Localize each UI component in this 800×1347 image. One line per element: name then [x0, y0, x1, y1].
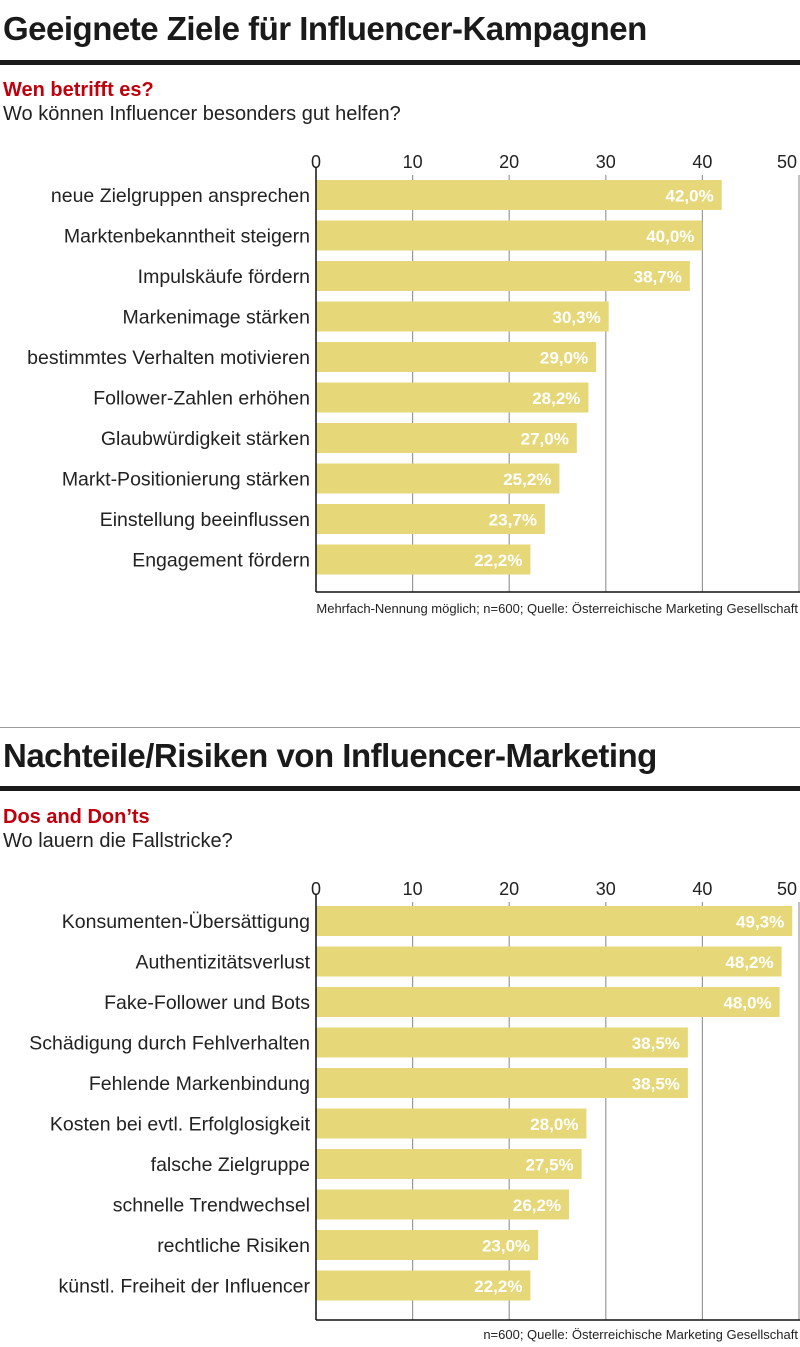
bar-value-label: 38,5% — [632, 1034, 680, 1053]
category-label: rechtliche Risiken — [157, 1235, 310, 1257]
bar-value-label: 22,2% — [474, 551, 522, 570]
bar-value-label: 26,2% — [513, 1196, 561, 1215]
tick-label: 10 — [403, 879, 423, 899]
tick-label: 40 — [692, 152, 712, 172]
category-label: Konsumenten-Übersättigung — [62, 911, 310, 933]
tick-label: 20 — [499, 879, 519, 899]
bar-value-label: 38,5% — [632, 1075, 680, 1094]
category-label: bestimmtes Verhalten motivieren — [27, 347, 310, 369]
chart2-title: Nachteile/Risiken von Influencer-Marketi… — [3, 737, 657, 774]
title-rule — [0, 60, 800, 65]
bar-value-label: 28,2% — [532, 389, 580, 408]
bar-value-label: 28,0% — [530, 1115, 578, 1134]
bar-value-label: 40,0% — [646, 227, 694, 246]
tick-label: 0 — [311, 152, 321, 172]
category-label: Fake-Follower und Bots — [104, 992, 310, 1014]
category-label: neue Zielgruppen ansprechen — [51, 185, 310, 207]
bar — [316, 261, 690, 291]
bar — [316, 1149, 582, 1179]
category-label: Fehlende Markenbindung — [89, 1073, 310, 1095]
bar — [316, 220, 703, 251]
bar — [316, 1068, 688, 1098]
chart2-note: n=600; Quelle: Österreichische Marketing… — [483, 1327, 798, 1342]
tick-label: 0 — [311, 879, 321, 899]
bar — [316, 1108, 587, 1139]
chart1-note: Mehrfach-Nennung möglich; n=600; Quelle:… — [316, 601, 798, 616]
tick-label: 50 — [777, 879, 797, 899]
bar — [316, 1189, 570, 1220]
tick-label: 30 — [596, 879, 616, 899]
bar — [316, 906, 793, 936]
chart2-question: Wo lauern die Fallstricke? — [3, 830, 233, 852]
bar — [316, 1270, 531, 1301]
category-label: Authentizitätsverlust — [135, 952, 310, 974]
chart1-title: Geeignete Ziele für Influencer-Kampagnen — [3, 10, 647, 47]
bar-value-label: 27,0% — [521, 430, 569, 449]
category-label: falsche Zielgruppe — [151, 1154, 310, 1176]
category-label: Glaubwürdigkeit stärken — [101, 428, 310, 450]
category-label: künstl. Freiheit der Influencer — [59, 1276, 311, 1298]
bar-value-label: 29,0% — [540, 349, 588, 368]
bar-value-label: 48,0% — [723, 994, 771, 1013]
bar-value-label: 49,3% — [736, 913, 784, 932]
section-divider — [0, 727, 800, 728]
bar — [316, 504, 545, 534]
tick-label: 50 — [777, 152, 797, 172]
bar — [316, 382, 589, 413]
bar — [316, 946, 782, 977]
category-label: Kosten bei evtl. Erfolglosigkeit — [50, 1114, 311, 1136]
bar-value-label: 48,2% — [725, 953, 773, 972]
bar-value-label: 30,3% — [552, 308, 600, 327]
bar-value-label: 27,5% — [525, 1156, 573, 1175]
category-label: Markt-Positionierung stärken — [62, 469, 310, 491]
bar — [316, 180, 722, 210]
tick-label: 40 — [692, 879, 712, 899]
category-label: Marktenbekanntheit steigern — [64, 226, 310, 248]
category-label: Follower-Zahlen erhöhen — [93, 388, 310, 410]
bar — [316, 423, 577, 453]
bar — [316, 1230, 539, 1260]
bar — [316, 987, 780, 1017]
tick-label: 10 — [403, 152, 423, 172]
bar-value-label: 23,7% — [489, 511, 537, 530]
bar-value-label: 22,2% — [474, 1277, 522, 1296]
chart2-subtitle: Dos and Don’ts — [3, 806, 150, 828]
category-label: Schädigung durch Fehlverhalten — [29, 1033, 310, 1055]
title-rule — [0, 786, 800, 791]
category-label: Einstellung beeinflussen — [100, 509, 310, 531]
bar — [316, 1027, 688, 1058]
bar — [316, 301, 609, 332]
chart1-subtitle: Wen betrifft es? — [3, 79, 154, 101]
bar-value-label: 23,0% — [482, 1237, 530, 1256]
category-label: Markenimage stärken — [123, 307, 311, 329]
bar-value-label: 25,2% — [503, 470, 551, 489]
chart1-plot: 0 10 20 30 40 50 42,0% neue Zielgruppen ansprec… — [27, 152, 800, 593]
bar-value-label: 42,0% — [666, 187, 714, 206]
category-label: Engagement fördern — [132, 550, 310, 572]
bar — [316, 463, 560, 494]
chart1-question: Wo können Influencer besonders gut helfe… — [3, 103, 401, 125]
bar — [316, 342, 597, 372]
bar — [316, 544, 531, 575]
tick-label: 30 — [596, 152, 616, 172]
category-label: schnelle Trendwechsel — [113, 1195, 310, 1217]
bar-value-label: 38,7% — [634, 268, 682, 287]
tick-label: 20 — [499, 152, 519, 172]
category-label: Impulskäufe fördern — [138, 266, 310, 288]
